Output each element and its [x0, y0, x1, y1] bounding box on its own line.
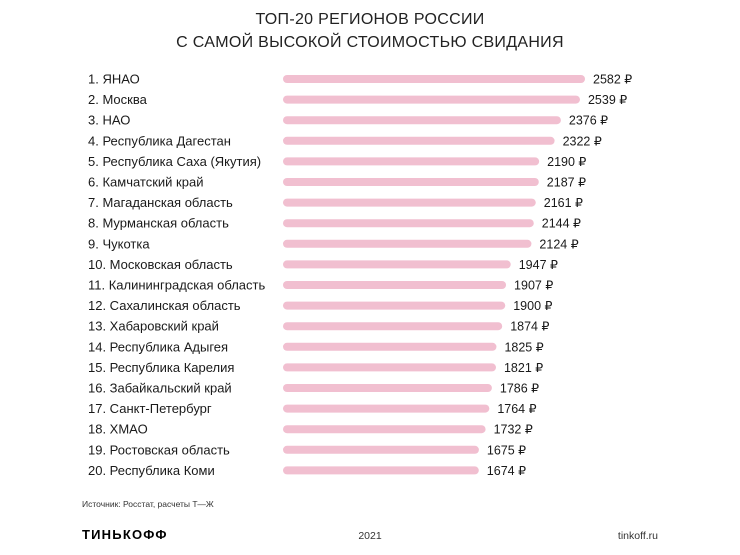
category-label: 9. Чукотка — [88, 236, 150, 251]
category-label: 2. Москва — [88, 92, 148, 107]
bar — [283, 219, 534, 228]
bar — [283, 384, 492, 392]
bar — [283, 116, 561, 125]
bar — [283, 281, 507, 289]
bar — [283, 239, 532, 248]
bar — [283, 466, 479, 475]
value-label: 1732 ₽ — [494, 423, 533, 437]
category-label: 10. Московская область — [88, 257, 233, 272]
value-label: 1764 ₽ — [497, 402, 536, 416]
brand-logo: ТИНЬКОФФ — [82, 527, 168, 542]
category-label: 3. НАО — [88, 113, 130, 128]
bar — [283, 157, 540, 166]
bar — [283, 260, 511, 269]
value-label: 2124 ₽ — [539, 237, 578, 251]
value-label: 2582 ₽ — [593, 73, 632, 87]
value-label: 1674 ₽ — [487, 464, 526, 478]
bar — [283, 322, 503, 331]
value-label: 1821 ₽ — [504, 361, 543, 375]
category-label: 17. Санкт-Петербург — [88, 401, 212, 416]
bar — [283, 301, 506, 310]
bar — [283, 363, 496, 372]
bar — [283, 75, 585, 83]
value-label: 1675 ₽ — [487, 443, 526, 457]
bar — [283, 95, 580, 104]
value-label: 2161 ₽ — [544, 196, 583, 210]
category-label: 5. Республика Саха (Якутия) — [88, 154, 261, 169]
source-note: Источник: Росстат, расчеты Т—Ж — [82, 499, 214, 509]
value-label: 2322 ₽ — [563, 134, 602, 148]
chart-title-line-1: ТОП-20 РЕГИОНОВ РОССИИ — [255, 11, 485, 28]
value-label: 2376 ₽ — [569, 114, 608, 128]
category-label: 15. Республика Карелия — [88, 360, 234, 375]
value-label: 1947 ₽ — [519, 258, 558, 272]
bar — [283, 136, 555, 145]
chart-title-line-2: С САМОЙ ВЫСОКОЙ СТОИМОСТЬЮ СВИДАНИЯ — [176, 34, 564, 51]
site-link[interactable]: tinkoff.ru — [617, 530, 658, 542]
bar — [283, 425, 486, 434]
value-label: 2187 ₽ — [547, 176, 586, 190]
bar — [283, 404, 490, 413]
category-label: 16. Забайкальский край — [88, 381, 232, 396]
value-label: 1907 ₽ — [514, 279, 553, 293]
category-label: 12. Сахалинская область — [88, 298, 241, 313]
bar — [283, 178, 539, 186]
bar-chart: 1. ЯНАО 2582 ₽ 2. Москва 2539 ₽ 3. НАО 2376 ₽… — [88, 72, 632, 478]
category-label: 6. Камчатский край — [88, 175, 203, 190]
category-label: 11. Калининградская область — [88, 278, 265, 293]
category-label: 13. Хабаровский край — [88, 319, 219, 334]
category-label: 4. Республика Дагестан — [88, 133, 231, 148]
value-label: 1900 ₽ — [513, 299, 552, 313]
bar — [283, 342, 497, 351]
category-label: 20. Республика Коми — [88, 463, 215, 478]
bar — [283, 445, 479, 454]
category-label: 7. Магаданская область — [88, 195, 233, 210]
category-label: 14. Республика Адыгея — [88, 339, 228, 354]
value-label: 2190 ₽ — [547, 155, 586, 169]
chart-title: ТОП-20 РЕГИОНОВ РОССИИ С САМОЙ ВЫСОКОЙ С… — [0, 8, 740, 54]
category-label: 18. ХМАО — [88, 422, 148, 437]
category-label: 1. ЯНАО — [88, 72, 140, 87]
value-label: 1786 ₽ — [500, 382, 539, 396]
value-label: 2144 ₽ — [542, 217, 581, 231]
value-label: 1874 ₽ — [510, 320, 549, 334]
category-label: 8. Мурманская область — [88, 216, 229, 231]
value-label: 2539 ₽ — [588, 93, 627, 107]
year-label: 2021 — [358, 530, 382, 542]
category-label: 19. Ростовская область — [88, 442, 230, 457]
bar — [283, 198, 536, 207]
value-label: 1825 ₽ — [504, 340, 543, 354]
